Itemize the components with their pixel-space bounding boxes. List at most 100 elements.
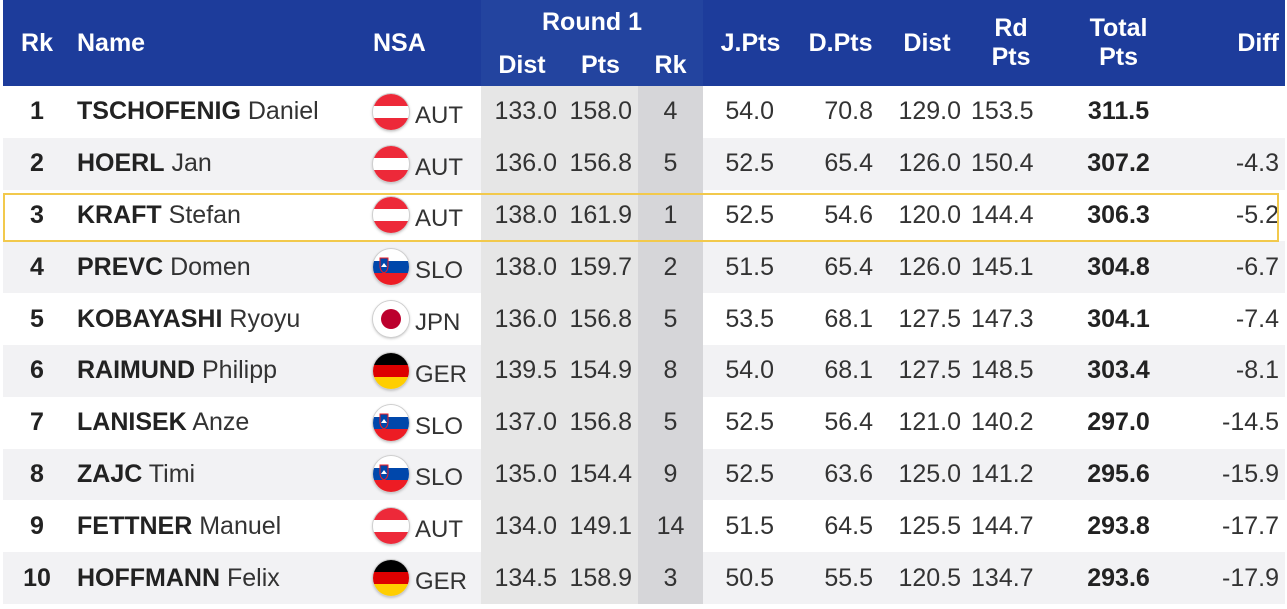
- nsa-code: JPN: [415, 309, 461, 337]
- r1-dist-cell: 138.0: [481, 189, 563, 242]
- table-row[interactable]: 7 LANISEK Anze SLO 137.0 156.8 5 52.5 56.4 121.0…: [3, 396, 1286, 449]
- athlete-name-cell[interactable]: FETTNER Manuel: [71, 500, 361, 553]
- athlete-name-cell[interactable]: KRAFT Stefan: [71, 189, 361, 242]
- athlete-name-cell[interactable]: LANISEK Anze: [71, 396, 361, 449]
- col-header-dpts[interactable]: D.Pts: [798, 0, 884, 86]
- r1-rank-cell: 4: [638, 86, 704, 138]
- aut-flag-icon: [373, 508, 409, 545]
- table-row[interactable]: 4 PREVC Domen SLO 138.0 159.7 2 51.5 65.4 126.0 1…: [3, 241, 1286, 294]
- athlete-name-cell[interactable]: ZAJC Timi: [71, 448, 361, 501]
- r1-dist-cell: 139.5: [481, 344, 563, 397]
- dist-cell: 127.5: [883, 344, 972, 397]
- nsa-code: GER: [415, 568, 468, 596]
- table-row[interactable]: 8 ZAJC Timi SLO 135.0 154.4 9 52.5 63.6 125.0 141…: [3, 448, 1286, 501]
- diff-cell: -5.2: [1186, 189, 1286, 242]
- judge-pts-cell: 54.0: [703, 86, 799, 138]
- r1-dist-cell: 134.0: [481, 500, 563, 553]
- distance-pts-cell: 54.6: [798, 189, 884, 242]
- distance-pts-cell: 55.5: [798, 552, 884, 604]
- total-pts-cell: 303.4: [1051, 344, 1187, 397]
- r1-pts-cell: 154.9: [563, 344, 638, 397]
- rank-cell: 3: [3, 189, 71, 242]
- athlete-last-name: HOERL: [77, 149, 165, 178]
- r1-pts-cell: 156.8: [563, 396, 638, 449]
- nsa-cell: JPN: [361, 293, 481, 345]
- r1-pts-cell: 161.9: [563, 189, 638, 242]
- athlete-name-cell[interactable]: KOBAYASHI Ryoyu: [71, 293, 361, 345]
- table-row[interactable]: 6 RAIMUND Philipp GER 139.5 154.9 8 54.0 68.1 12…: [3, 344, 1286, 397]
- dist-cell: 121.0: [883, 396, 972, 449]
- rank-cell: 6: [3, 344, 71, 397]
- col-header-dist[interactable]: Dist: [883, 0, 972, 86]
- athlete-first-name: Felix: [226, 563, 280, 592]
- dist-cell: 127.5: [883, 293, 972, 345]
- dist-cell: 126.0: [883, 137, 972, 190]
- diff-cell: -4.3: [1186, 137, 1286, 190]
- col-header-jpts[interactable]: J.Pts: [703, 0, 799, 86]
- athlete-first-name: Stefan: [168, 200, 241, 229]
- r1-rank-cell: 3: [638, 552, 704, 604]
- distance-pts-cell: 56.4: [798, 396, 884, 449]
- table-row[interactable]: 10 HOFFMANN Felix GER 134.5 158.9 3 50.5 55.5 12…: [3, 552, 1286, 604]
- table-row[interactable]: 1 TSCHOFENIG Daniel AUT 133.0 158.0 4 54.0 70.8…: [3, 86, 1286, 138]
- col-header-name[interactable]: Name: [71, 0, 361, 86]
- athlete-last-name: TSCHOFENIG: [77, 97, 241, 126]
- round-pts-cell: 141.2: [971, 448, 1052, 501]
- nsa-cell: AUT: [361, 189, 481, 242]
- total-line2: Pts: [1099, 43, 1138, 71]
- table-row[interactable]: 5 KOBAYASHI Ryoyu JPN 136.0 156.8 5 53.5 68.1 12…: [3, 293, 1286, 345]
- diff-cell: [1186, 86, 1286, 138]
- athlete-last-name: ZAJC: [77, 459, 143, 488]
- nsa-cell: AUT: [361, 86, 481, 138]
- athlete-first-name: Jan: [171, 149, 212, 178]
- r1-pts-cell: 159.7: [563, 241, 638, 294]
- col-header-r1-pts[interactable]: Pts: [563, 44, 638, 86]
- table-row[interactable]: 3 KRAFT Stefan AUT 138.0 161.9 1 52.5 54.6 120.0…: [3, 189, 1286, 242]
- col-header-rank[interactable]: Rk: [3, 0, 71, 86]
- col-header-r1-dist[interactable]: Dist: [481, 44, 563, 86]
- r1-dist-cell: 134.5: [481, 552, 563, 604]
- aut-flag-icon: [373, 93, 409, 130]
- athlete-first-name: Daniel: [247, 97, 319, 126]
- athlete-last-name: PREVC: [77, 252, 164, 281]
- distance-pts-cell: 63.6: [798, 448, 884, 501]
- dist-cell: 129.0: [883, 86, 972, 138]
- athlete-name-cell[interactable]: TSCHOFENIG Daniel: [71, 86, 361, 138]
- athlete-first-name: Ryoyu: [229, 304, 301, 333]
- jpn-flag-icon: [373, 301, 409, 338]
- r1-rank-cell: 5: [638, 293, 704, 345]
- slo-flag-icon: [373, 249, 409, 286]
- r1-rank-cell: 1: [638, 189, 704, 242]
- col-header-total[interactable]: Total Pts: [1051, 0, 1187, 86]
- nsa-cell: SLO: [361, 448, 481, 501]
- athlete-name-cell[interactable]: PREVC Domen: [71, 241, 361, 294]
- athlete-name-cell[interactable]: HOERL Jan: [71, 137, 361, 190]
- distance-pts-cell: 64.5: [798, 500, 884, 553]
- r1-rank-cell: 5: [638, 137, 704, 190]
- nsa-code: AUT: [415, 101, 463, 129]
- r1-rank-cell: 9: [638, 448, 704, 501]
- athlete-last-name: KOBAYASHI: [77, 304, 223, 333]
- nsa-code: GER: [415, 360, 468, 388]
- athlete-name-cell[interactable]: RAIMUND Philipp: [71, 344, 361, 397]
- col-header-r1-rk[interactable]: Rk: [638, 44, 704, 86]
- judge-pts-cell: 52.5: [703, 189, 799, 242]
- diff-cell: -17.9: [1186, 552, 1286, 604]
- nsa-cell: SLO: [361, 241, 481, 294]
- judge-pts-cell: 52.5: [703, 396, 799, 449]
- nsa-code: AUT: [415, 516, 463, 544]
- table-row[interactable]: 2 HOERL Jan AUT 136.0 156.8 5 52.5 65.4 126.0 150…: [3, 137, 1286, 190]
- col-header-diff[interactable]: Diff: [1186, 0, 1286, 86]
- judge-pts-cell: 53.5: [703, 293, 799, 345]
- nsa-cell: AUT: [361, 137, 481, 190]
- athlete-name-cell[interactable]: HOFFMANN Felix: [71, 552, 361, 604]
- diff-cell: -17.7: [1186, 500, 1286, 553]
- athlete-last-name: RAIMUND: [77, 356, 196, 385]
- table-row[interactable]: 9 FETTNER Manuel AUT 134.0 149.1 14 51.5 64.5 12…: [3, 500, 1286, 553]
- round-pts-cell: 145.1: [971, 241, 1052, 294]
- athlete-last-name: FETTNER: [77, 511, 193, 540]
- col-header-rdpts[interactable]: Rd Pts: [971, 0, 1052, 86]
- diff-cell: -6.7: [1186, 241, 1286, 294]
- col-header-nsa[interactable]: NSA: [361, 0, 481, 86]
- nsa-cell: SLO: [361, 396, 481, 449]
